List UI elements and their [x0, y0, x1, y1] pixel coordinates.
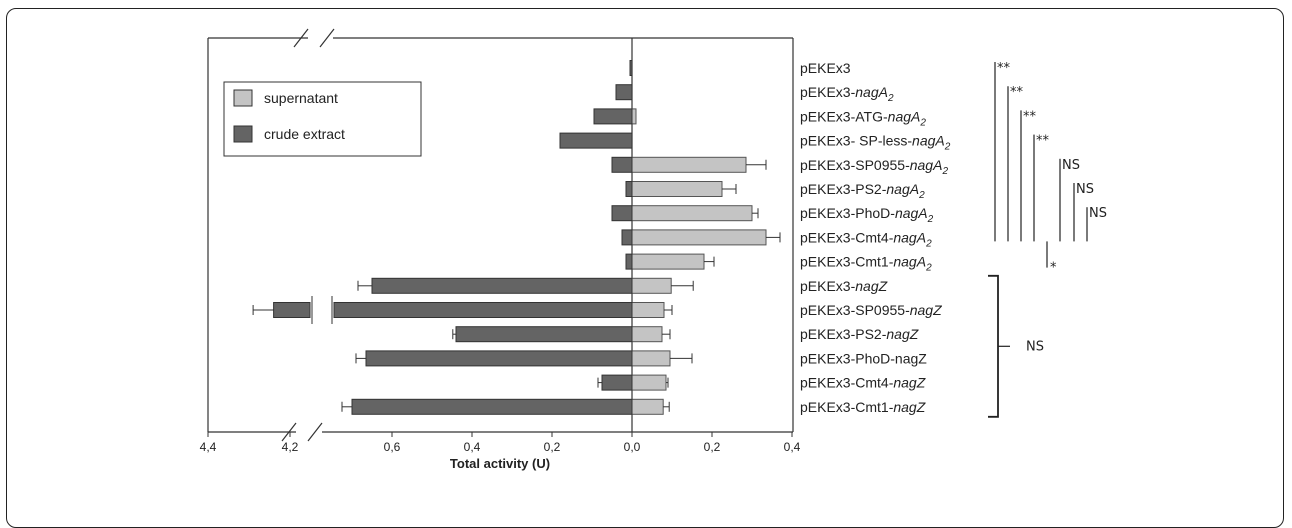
x-tick-label: 0,6	[384, 440, 401, 454]
significance-label: NS	[1062, 158, 1080, 173]
significance-label: **	[1036, 134, 1050, 149]
supernatant-bar	[631, 156, 747, 173]
legend-label: crude extract	[264, 126, 345, 142]
crude-extract-bar-broken	[273, 302, 311, 318]
supernatant-bar	[631, 205, 753, 222]
crude-extract-bar	[611, 156, 633, 173]
crude-extract-bar	[601, 374, 633, 391]
significance-label: NS	[1026, 339, 1044, 354]
x-tick-label: 0,4	[784, 440, 801, 454]
axis-break-mark	[319, 28, 335, 48]
category-label: pEKEx3-PS2-nagA2	[800, 181, 925, 201]
category-label: pEKEx3-nagZ	[800, 278, 888, 294]
crude-extract-bar	[455, 326, 633, 343]
category-label: pEKEx3-PhoD-nagZ	[800, 350, 927, 366]
significance-label: **	[997, 61, 1011, 76]
supernatant-bar	[631, 302, 665, 318]
category-label: pEKEx3-Cmt1-nagZ	[800, 399, 926, 415]
supernatant-bar	[631, 253, 705, 270]
supernatant-bar	[631, 108, 637, 125]
x-axis-title: Total activity (U)	[450, 456, 550, 471]
category-label: pEKEx3- SP-less-nagA2	[800, 133, 951, 153]
significance-label: **	[1023, 109, 1037, 124]
category-label: pEKEx3-PS2-nagZ	[800, 326, 919, 342]
axis-break-mark	[281, 422, 297, 442]
crude-extract-bar	[593, 108, 633, 125]
significance-label: NS	[1089, 206, 1107, 221]
category-label: pEKEx3-nagA2	[800, 84, 894, 104]
category-label: pEKEx3	[800, 60, 851, 76]
crude-extract-bar	[371, 277, 633, 294]
axis-break-mark	[307, 422, 323, 442]
crude-extract-bar	[611, 205, 633, 222]
category-label: pEKEx3-Cmt4-nagA2	[800, 229, 932, 249]
axis-break-mark	[293, 28, 309, 48]
category-label: pEKEx3-SP0955-nagZ	[800, 302, 942, 318]
crude-extract-bar	[629, 60, 633, 76]
crude-extract-bar	[621, 229, 633, 246]
x-tick-label: 4,2	[282, 440, 299, 454]
significance-bracket	[988, 274, 999, 418]
crude-extract-bar	[351, 398, 633, 415]
significance-label: *	[1050, 261, 1057, 276]
x-tick-label: 4,4	[200, 440, 217, 454]
significance-label: NS	[1076, 182, 1094, 197]
crude-extract-bar	[625, 253, 633, 270]
crude-extract-bar	[615, 84, 633, 101]
x-tick-label: 0,0	[624, 440, 641, 454]
x-tick-label: 0,4	[464, 440, 481, 454]
supernatant-bar	[631, 277, 672, 294]
legend-swatch	[233, 89, 253, 107]
supernatant-bar	[631, 374, 667, 391]
x-tick-label: 0,2	[544, 440, 561, 454]
category-label: pEKEx3-PhoD-nagA2	[800, 205, 934, 225]
crude-extract-bar	[333, 302, 633, 318]
crude-extract-bar	[365, 350, 633, 367]
supernatant-bar	[631, 229, 767, 246]
crude-extract-bar	[625, 181, 633, 197]
supernatant-bar	[631, 326, 663, 343]
supernatant-bar	[631, 181, 723, 197]
category-label: pEKEx3-ATG-nagA2	[800, 108, 926, 128]
category-label: pEKEx3-SP0955-nagA2	[800, 157, 948, 177]
significance-label: **	[1010, 85, 1024, 100]
legend-box	[223, 81, 422, 157]
bar-chart: 4,4 4,2 0,6 0,4 0,2 0,0 0,2 0,4 Total activity (…	[200, 28, 1107, 471]
legend-label: supernatant	[264, 90, 338, 106]
x-tick-label: 0,2	[704, 440, 721, 454]
category-label: pEKEx3-Cmt4-nagZ	[800, 375, 926, 391]
crude-extract-bar	[559, 132, 633, 149]
legend-swatch	[233, 125, 253, 143]
category-label: pEKEx3-Cmt1-nagA2	[800, 254, 932, 274]
supernatant-bar	[631, 398, 664, 415]
supernatant-bar	[631, 350, 671, 367]
